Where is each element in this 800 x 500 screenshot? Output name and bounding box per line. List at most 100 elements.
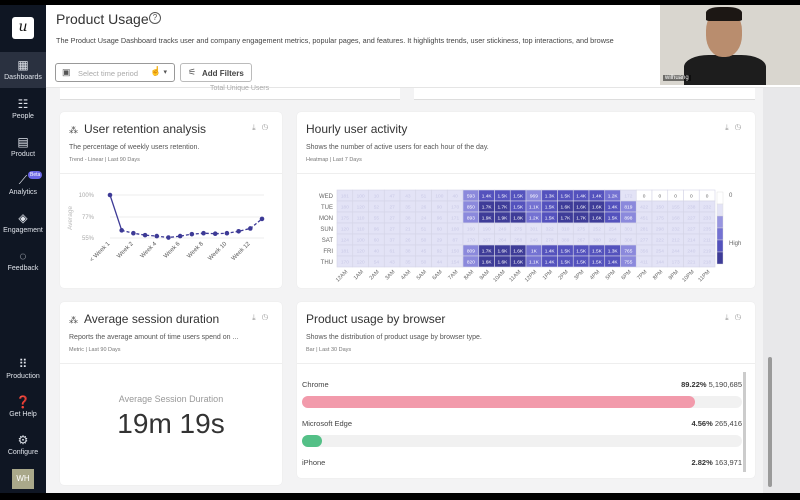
- download-icon[interactable]: ⤓: [725, 123, 735, 132]
- cell-label: 281: [640, 227, 648, 233]
- sidebar-item-production[interactable]: ⠿ Production: [0, 357, 46, 380]
- browser-name: iPhone: [302, 458, 326, 467]
- list-scrollbar[interactable]: [743, 372, 746, 472]
- add-filters-button[interactable]: ⚟ Add Filters: [180, 63, 252, 82]
- sidebar-item-product[interactable]: ▤ Product: [0, 135, 46, 158]
- x-tick-label: Week 10: [207, 241, 228, 262]
- data-point: [189, 231, 195, 237]
- cell-label: 120: [357, 260, 365, 266]
- cell-label: 1.5K: [576, 249, 587, 255]
- sidebar-item-people[interactable]: ☷ People: [0, 97, 46, 120]
- cell-label: 765: [624, 249, 632, 255]
- cell-label: 893: [467, 216, 475, 222]
- sidebar-item-label: Dashboards: [4, 74, 42, 81]
- cell-label: 0: [690, 194, 693, 200]
- cell-label: 92: [437, 249, 443, 255]
- avatar[interactable]: WH: [12, 469, 34, 489]
- cell-label: 1.6K: [592, 216, 603, 222]
- time-period-select[interactable]: ▣ Select time period ☝ ▾: [55, 63, 175, 82]
- cell-label: 160: [467, 227, 475, 233]
- cell-label: 1.5K: [592, 260, 603, 266]
- cell-label: 0: [643, 194, 646, 200]
- partial-card: [414, 88, 755, 100]
- column-label: 10AM: [492, 269, 507, 284]
- cell-label: 1.8K: [513, 216, 524, 222]
- cell-label: 27: [389, 216, 395, 222]
- cell-label: 809: [467, 249, 475, 255]
- cell-label: 258: [514, 238, 522, 244]
- sidebar-item-feedback[interactable]: ◌ Feedback: [0, 249, 46, 272]
- cell-label: 87: [452, 238, 458, 244]
- help-icon[interactable]: ?: [149, 12, 161, 24]
- sidebar-item-engagement[interactable]: ◈ Engagement: [0, 211, 46, 234]
- row-label: SAT: [322, 238, 334, 244]
- cell-label: 61: [389, 249, 395, 255]
- x-tick-label: Week 12: [231, 241, 252, 262]
- cell-label: 1.6K: [560, 205, 571, 211]
- chart-type-icon: ⁂: [69, 315, 78, 325]
- sidebar-item-analytics[interactable]: ⟋ Analytics Beta: [0, 171, 46, 196]
- cell-label: 181: [341, 194, 349, 200]
- download-icon[interactable]: ⤓: [252, 313, 262, 322]
- data-point: [107, 192, 113, 198]
- column-label: 8PM: [652, 269, 665, 282]
- column-label: 2AM: [369, 269, 382, 282]
- cell-label: 1.6K: [592, 205, 603, 211]
- cell-label: 1.4K: [592, 194, 603, 200]
- page-scrollbar-thumb[interactable]: [768, 357, 772, 487]
- cell-label: 51: [421, 194, 427, 200]
- cell-label: 298: [656, 227, 664, 233]
- clock-icon[interactable]: ◷: [734, 313, 747, 322]
- cell-label: 267: [483, 238, 491, 244]
- x-tick-label: Week 8: [186, 241, 205, 260]
- data-point: [201, 230, 206, 236]
- cell-label: 214: [687, 238, 695, 244]
- download-icon[interactable]: ⤓: [252, 123, 262, 132]
- data-point: [236, 229, 241, 234]
- card-description: Shows the number of active users for eac…: [306, 144, 489, 151]
- cell-label: 221: [687, 260, 695, 266]
- cursor-hand-icon: ☝: [150, 66, 162, 76]
- column-label: 7PM: [636, 269, 649, 282]
- cell-label: 51: [421, 227, 427, 233]
- cell-label: 819: [624, 205, 632, 211]
- person-body: [684, 55, 766, 85]
- card-title: ⁂ Average session duration: [69, 312, 219, 326]
- sidebar-item-configure[interactable]: ⚙ Configure: [0, 433, 46, 456]
- cell-label: 275: [514, 227, 522, 233]
- sidebar-item-get-help[interactable]: ❓ Get Help: [0, 395, 46, 418]
- clock-icon[interactable]: ◷: [261, 313, 274, 322]
- cell-label: 1.6K: [497, 249, 508, 255]
- legend-swatch: [716, 251, 724, 265]
- cell-label: 173: [672, 260, 680, 266]
- legend-swatch: [716, 239, 724, 253]
- clock-icon[interactable]: ◷: [261, 123, 274, 132]
- y-tick-label: 77%: [82, 215, 95, 221]
- cell-label: 27: [389, 227, 395, 233]
- data-point: [224, 230, 230, 236]
- download-icon[interactable]: ⤓: [725, 313, 735, 322]
- sidebar-item-label: Analytics: [8, 189, 37, 196]
- card-title-text: User retention analysis: [84, 122, 207, 136]
- y-axis-label: Average: [67, 206, 74, 230]
- app-window: u ▦ Dashboards ☷ People ▤ Product ⟋ Analytic…: [0, 5, 800, 493]
- cell-label: 190: [483, 227, 491, 233]
- cell-label: 1.5K: [560, 194, 571, 200]
- logo[interactable]: u: [12, 17, 34, 39]
- browser-percent: 4.56%: [691, 419, 713, 428]
- clock-icon[interactable]: ◷: [734, 123, 747, 132]
- person-hair: [706, 7, 742, 21]
- cell-label: 154: [451, 260, 459, 266]
- data-point: [142, 232, 148, 238]
- cell-label: 0: [706, 194, 709, 200]
- cell-label: 100: [357, 238, 365, 244]
- divider: [297, 173, 755, 174]
- cell-label: 10: [374, 194, 380, 200]
- browser-stat: 2.82% 163,971: [692, 458, 743, 467]
- legend-low-label: 0: [729, 193, 733, 199]
- browser-percent: 2.82%: [691, 458, 713, 467]
- cell-label: 1.4K: [608, 205, 619, 211]
- cell-label: 120: [341, 227, 349, 233]
- hourly-activity-card: Hourly user activity ⤓◷ Shows the number…: [297, 112, 755, 288]
- sidebar-item-dashboards[interactable]: ▦ Dashboards: [0, 52, 46, 88]
